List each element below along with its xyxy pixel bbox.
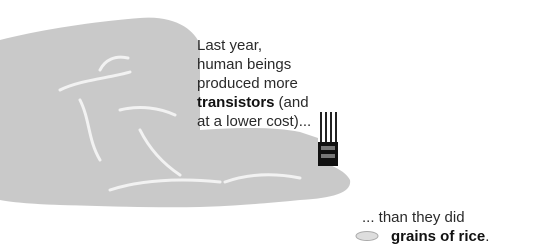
top-caption: Last year, human beings produced more tr… [197,36,311,131]
emphasis: transistors [197,94,275,111]
transistor [318,112,338,166]
caption-line: at a lower cost)... [197,112,311,131]
bottom-caption: ... than they did grains of rice. [362,208,489,246]
caption-text: (and [279,94,309,111]
caption-line: produced more [197,74,311,93]
page: Last year, human beings produced more tr… [0,0,537,247]
caption-line: human beings [197,55,311,74]
emphasis: grains of rice [391,228,485,245]
caption-line: Last year, [197,36,311,55]
caption-text: . [485,228,489,245]
caption-line: grains of rice. [391,227,489,246]
caption-line: ... than they did [362,208,489,227]
caption-line: transistors(and [197,93,311,112]
